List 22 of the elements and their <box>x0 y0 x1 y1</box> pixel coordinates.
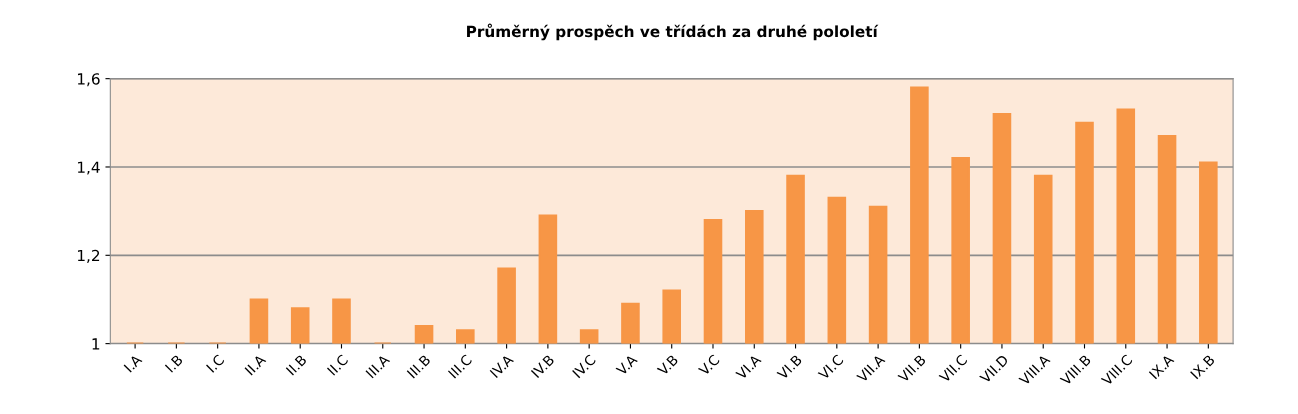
x-tick-label: I.C <box>205 354 225 373</box>
y-tick-label: 1 <box>92 338 100 350</box>
x-tick-label: IX.A <box>1148 353 1175 380</box>
y-tick-label: 1,6 <box>77 73 100 87</box>
x-tick-label: VI.C <box>817 354 844 381</box>
x-tick-label: II.A <box>244 353 267 376</box>
chart-title: Průměrný prospěch ve třídách za druhé pololetí <box>467 23 879 41</box>
x-tick-label: II.B <box>285 354 307 376</box>
y-tick-label: 1,2 <box>77 249 100 263</box>
x-tick-label: VI.A <box>735 353 762 381</box>
x-tick-label: I.A <box>123 353 143 373</box>
x-tick-label: V.A <box>615 353 638 377</box>
x-tick-label: V.B <box>656 354 679 377</box>
x-tick-label: III.A <box>365 353 391 379</box>
x-tick-label: IV.C <box>571 354 597 379</box>
x-tick-label: IV.A <box>489 353 514 379</box>
x-tick-label: II.C <box>326 354 349 376</box>
y-tick-label: 1,4 <box>77 161 100 175</box>
x-tick-label: I.B <box>164 354 184 373</box>
x-tick-label: VI.B <box>776 354 803 381</box>
x-tick-label: V.C <box>697 354 721 377</box>
x-tick-label: IV.B <box>530 354 555 379</box>
